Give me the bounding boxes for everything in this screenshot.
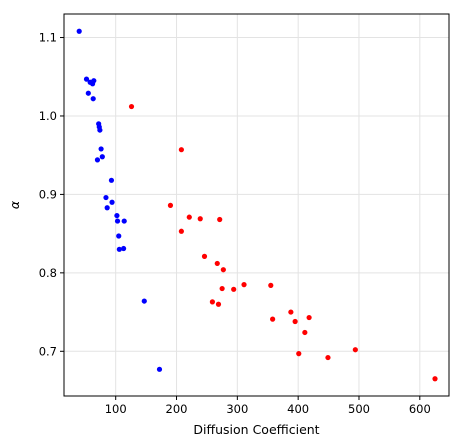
data-point xyxy=(108,177,115,183)
y-tick-label: 0.9 xyxy=(39,187,57,201)
data-point xyxy=(109,199,115,205)
data-point xyxy=(241,282,247,288)
data-point xyxy=(220,267,226,273)
data-point xyxy=(114,212,120,219)
data-point xyxy=(90,96,96,102)
y-axis-label: α xyxy=(7,200,22,209)
data-point xyxy=(91,78,97,84)
series-2 xyxy=(128,103,438,382)
y-tick-label: 1.1 xyxy=(39,31,57,45)
data-point xyxy=(270,316,276,322)
data-point xyxy=(116,233,122,239)
y-tick-label: 0.8 xyxy=(39,266,57,280)
data-point xyxy=(156,366,163,372)
data-point xyxy=(197,216,203,222)
data-point xyxy=(83,76,90,82)
data-point xyxy=(141,298,147,304)
data-point xyxy=(219,285,225,292)
data-point xyxy=(167,202,174,208)
data-point xyxy=(116,246,122,252)
data-point xyxy=(214,260,220,267)
x-tick-label: 200 xyxy=(166,402,188,416)
data-point xyxy=(98,146,104,152)
data-point xyxy=(178,147,184,153)
data-point xyxy=(215,301,222,307)
x-tick-label: 600 xyxy=(409,402,431,416)
data-point xyxy=(97,127,103,133)
x-tick-label: 300 xyxy=(226,402,248,416)
data-point xyxy=(209,299,216,305)
series-1 xyxy=(76,28,163,372)
data-point xyxy=(186,214,192,220)
y-tick-label: 0.7 xyxy=(39,344,57,358)
data-point xyxy=(288,309,294,315)
data-points xyxy=(76,28,438,382)
data-point xyxy=(432,376,438,382)
x-axis-label: Diffusion Coefficient xyxy=(193,422,319,437)
data-point xyxy=(231,286,237,292)
data-point xyxy=(302,329,308,336)
y-axis-ticks: 0.7 0.8 0.9 1.0 1.1 xyxy=(39,31,64,358)
data-point xyxy=(268,282,274,289)
data-point xyxy=(121,218,127,224)
data-point xyxy=(103,194,109,201)
y-tick-label: 1.0 xyxy=(39,109,57,123)
x-tick-label: 500 xyxy=(348,402,370,416)
data-point xyxy=(201,253,208,259)
data-point xyxy=(104,205,110,211)
data-point xyxy=(306,314,312,321)
data-point xyxy=(114,218,121,224)
data-point xyxy=(352,347,358,353)
grid-lines xyxy=(64,14,449,396)
data-point xyxy=(296,351,302,357)
data-point xyxy=(76,28,82,34)
data-point xyxy=(85,90,91,96)
data-point xyxy=(178,228,184,234)
data-point xyxy=(292,318,298,325)
x-axis-ticks: 100 200 300 400 500 600 xyxy=(105,396,431,416)
data-point xyxy=(325,354,331,361)
x-tick-label: 400 xyxy=(287,402,309,416)
x-tick-label: 100 xyxy=(105,402,127,416)
data-point xyxy=(94,157,101,163)
data-point xyxy=(217,216,223,223)
data-point xyxy=(128,103,135,110)
plot-frame xyxy=(63,13,450,397)
data-point xyxy=(99,154,105,160)
data-point xyxy=(121,245,127,252)
